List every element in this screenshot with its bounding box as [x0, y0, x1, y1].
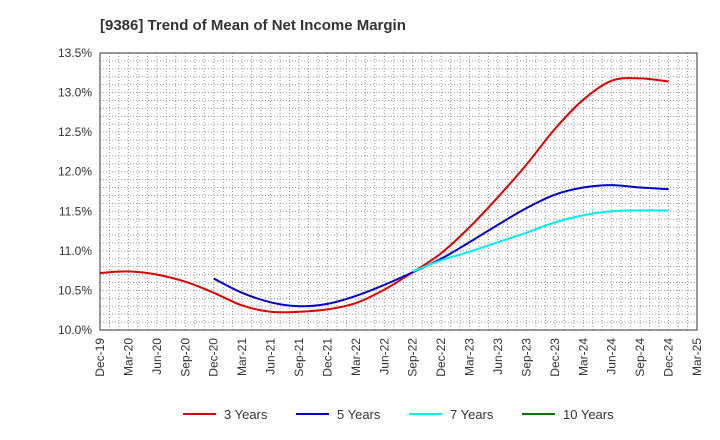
legend-item: 3 Years [183, 407, 268, 422]
y-tick-label: 13.0% [58, 86, 92, 100]
y-tick-label: 12.5% [58, 125, 92, 139]
y-tick-label: 11.0% [59, 244, 92, 258]
x-tick-label: Jun-22 [377, 338, 391, 375]
series-lines [99, 77, 669, 314]
legend-item: 7 Years [409, 407, 494, 422]
x-tick-label: Jun-23 [491, 338, 505, 375]
grid [100, 53, 697, 330]
plot-frame [99, 52, 698, 331]
y-tick-label: 10.0% [58, 323, 92, 337]
x-tick-label: Sep-20 [178, 338, 192, 377]
legend-label: 10 Years [563, 407, 614, 422]
legend-label: 3 Years [224, 407, 268, 422]
y-tick-label: 13.5% [58, 46, 92, 60]
x-tick-label: Dec-23 [548, 338, 562, 377]
y-tick-label: 12.0% [58, 165, 92, 179]
x-tick-label: Dec-21 [320, 338, 334, 377]
y-tick-label: 11.5% [59, 204, 92, 218]
x-tick-label: Mar-20 [121, 338, 135, 376]
x-tick-label: Jun-21 [264, 338, 278, 375]
x-tick-label: Mar-25 [690, 338, 704, 376]
legend: 3 Years 5 Years 7 Years 10 Years [183, 407, 614, 422]
x-tick-label: Dec-24 [662, 338, 676, 377]
x-tick-label: Sep-23 [519, 338, 533, 377]
x-tick-label: Dec-22 [434, 338, 448, 377]
legend-label: 7 Years [450, 407, 494, 422]
x-tick-label: Sep-24 [633, 338, 647, 377]
x-tick-label: Sep-21 [292, 338, 306, 377]
series-line-3-years [99, 77, 669, 314]
x-tick-label: Jun-20 [150, 338, 164, 375]
x-tick-label: Mar-21 [235, 338, 249, 376]
x-axis: Dec-19 Mar-20 Jun-20 Sep-20 Dec-20 Mar-21 Jun-… [93, 338, 704, 377]
x-tick-label: Dec-20 [207, 338, 221, 377]
x-tick-label: Jun-24 [605, 338, 619, 375]
x-tick-label: Mar-22 [349, 338, 363, 376]
x-tick-label: Sep-22 [406, 338, 420, 377]
y-tick-label: 10.5% [58, 283, 92, 297]
legend-label: 5 Years [337, 407, 381, 422]
series-line-5-years [213, 184, 669, 308]
x-tick-label: Mar-23 [463, 338, 477, 376]
legend-item: 10 Years [522, 407, 614, 422]
legend-item: 5 Years [296, 407, 381, 422]
series-line-7-years [412, 209, 669, 273]
x-tick-label: Mar-24 [576, 338, 590, 376]
y-axis: 10.0% 10.5% 11.0% 11.5% 12.0% 12.5% 13.0% 13.5% [58, 46, 92, 337]
chart-title: [9386] Trend of Mean of Net Income Margi… [100, 17, 406, 34]
x-tick-label: Dec-19 [93, 338, 107, 377]
